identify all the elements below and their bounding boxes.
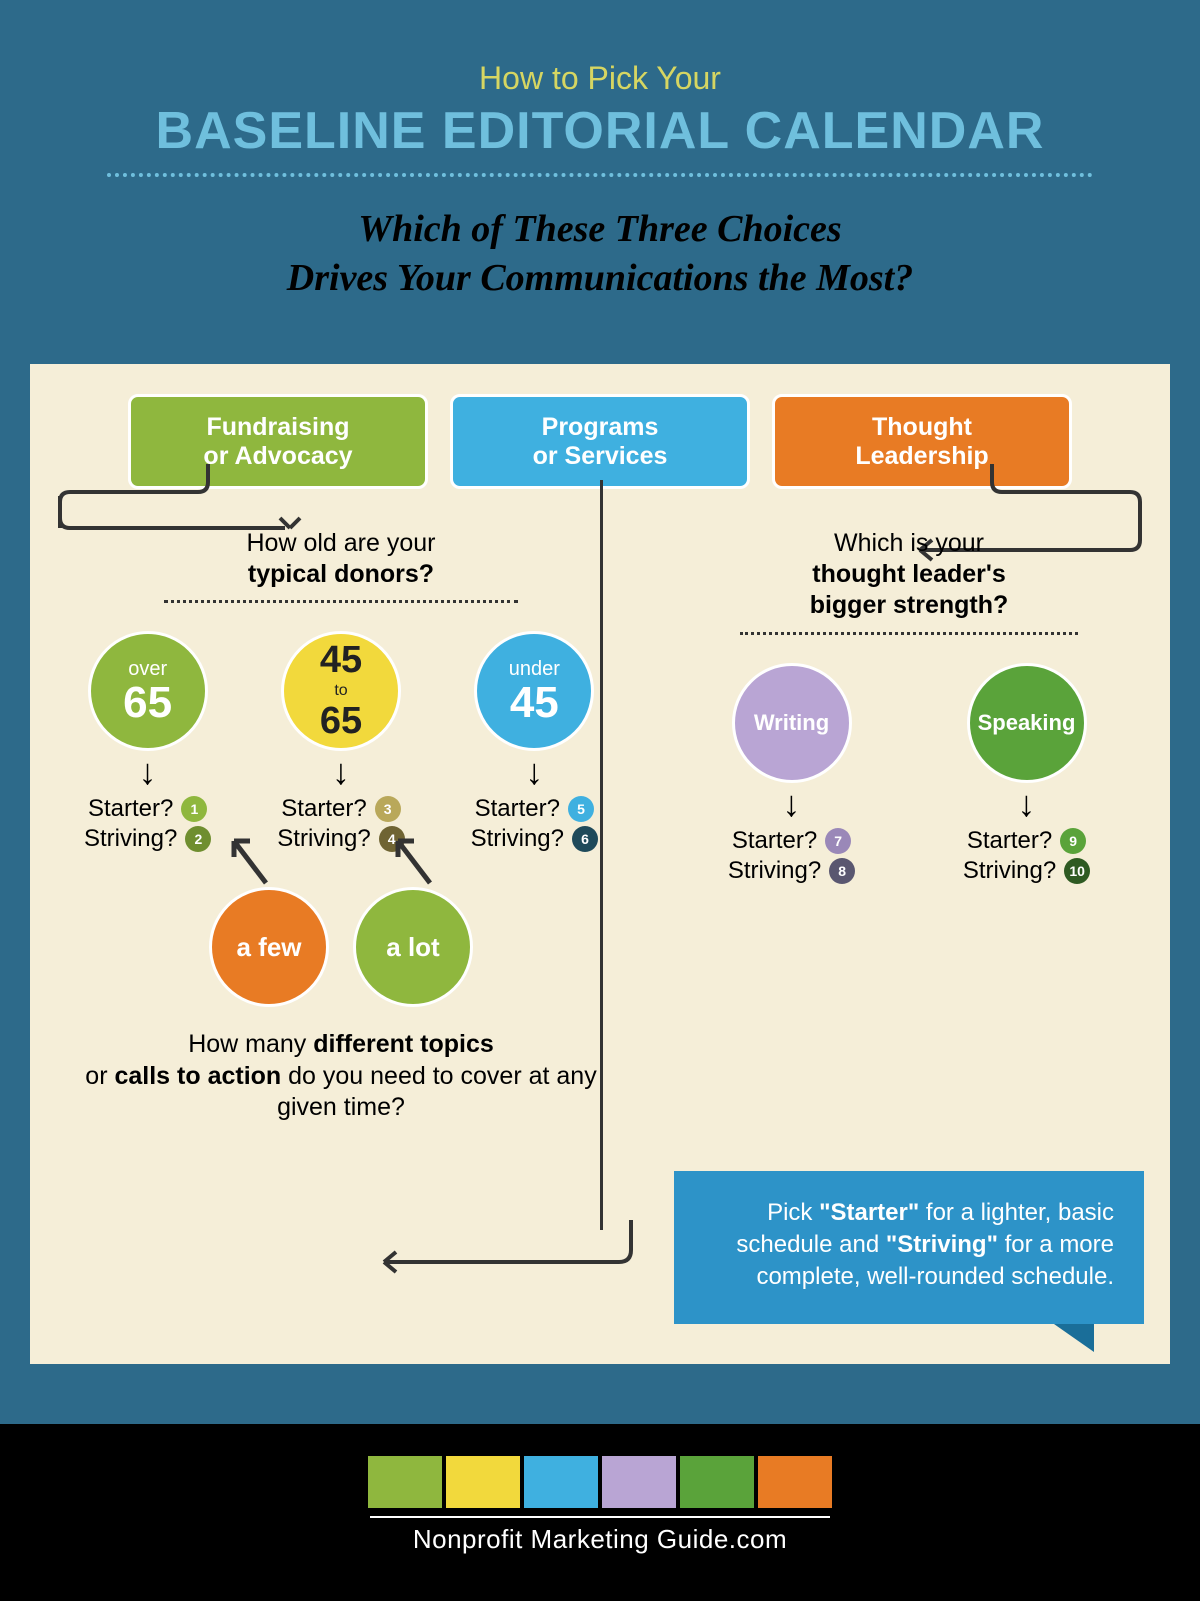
arrow-down-icon: ↓ bbox=[139, 751, 157, 793]
arrow-alot bbox=[390, 833, 450, 893]
result-badge: 8 bbox=[829, 858, 855, 884]
result-badge: 3 bbox=[375, 796, 401, 822]
left-panel: How old are your typical donors? over65↓… bbox=[56, 494, 626, 1123]
result-row: Starter?3 bbox=[277, 795, 404, 823]
result-row: Starter?1 bbox=[84, 795, 211, 823]
footer-square bbox=[680, 1456, 754, 1508]
age-circle-2: under45 bbox=[474, 631, 594, 751]
result-row: Striving?2 bbox=[84, 825, 211, 853]
header-subtitle: Which of These Three Choices Drives Your… bbox=[40, 205, 1160, 304]
header-divider bbox=[107, 173, 1093, 177]
footer-square bbox=[524, 1456, 598, 1508]
right-panel: Which is your thought leader's bigger st… bbox=[674, 494, 1144, 887]
right-question: Which is your thought leader's bigger st… bbox=[674, 528, 1144, 622]
tip-fold bbox=[1054, 1324, 1094, 1352]
result-row: Striving?8 bbox=[728, 857, 855, 885]
result-badge: 10 bbox=[1064, 858, 1090, 884]
right-dotted bbox=[740, 632, 1078, 635]
header-title: BASELINE EDITORIAL CALENDAR bbox=[40, 101, 1160, 161]
result-badge: 5 bbox=[568, 796, 594, 822]
choice-box-1: Programsor Services bbox=[450, 394, 750, 490]
footer-square bbox=[446, 1456, 520, 1508]
arrow-down-icon: ↓ bbox=[525, 751, 543, 793]
age-circle-0: over65 bbox=[88, 631, 208, 751]
arrow-down-icon: ↓ bbox=[1018, 783, 1036, 825]
flowchart-body: Fundraisingor AdvocacyProgramsor Service… bbox=[30, 364, 1170, 1364]
center-divider-hook bbox=[366, 1220, 636, 1280]
arrow-afew bbox=[226, 833, 286, 893]
arrow-down-icon: ↓ bbox=[783, 783, 801, 825]
result-badge: 2 bbox=[185, 826, 211, 852]
arrow-down-icon: ↓ bbox=[332, 751, 350, 793]
result-row: Striving?10 bbox=[963, 857, 1090, 885]
bottom-question: How many different topics or calls to ac… bbox=[56, 1029, 626, 1123]
footer-squares bbox=[0, 1456, 1200, 1508]
tl-circle-0: Writing bbox=[732, 663, 852, 783]
footer-square bbox=[758, 1456, 832, 1508]
result-row: Striving?4 bbox=[277, 825, 404, 853]
tl-col-0: Writing↓Starter?7Striving?8 bbox=[679, 663, 905, 887]
footer-text: Nonprofit Marketing Guide.com bbox=[370, 1516, 830, 1555]
tl-circle-1: Speaking bbox=[967, 663, 1087, 783]
footer-square bbox=[368, 1456, 442, 1508]
age-col-0: over65↓Starter?1Striving?2 bbox=[56, 631, 239, 855]
left-dotted bbox=[164, 600, 517, 603]
left-question: How old are your typical donors? bbox=[56, 528, 626, 591]
topic-circle-1: a lot bbox=[353, 887, 473, 1007]
result-row: Starter?9 bbox=[963, 827, 1090, 855]
result-badge: 6 bbox=[572, 826, 598, 852]
topic-circle-0: a few bbox=[209, 887, 329, 1007]
tip-box: Pick "Starter" for a lighter, basic sche… bbox=[674, 1171, 1144, 1324]
age-circle-1: 45to65 bbox=[281, 631, 401, 751]
result-row: Starter?5 bbox=[471, 795, 598, 823]
age-col-2: under45↓Starter?5Striving?6 bbox=[443, 631, 626, 855]
header-pretitle: How to Pick Your bbox=[40, 60, 1160, 97]
result-row: Starter?7 bbox=[728, 827, 855, 855]
footer-square bbox=[602, 1456, 676, 1508]
header: How to Pick Your BASELINE EDITORIAL CALE… bbox=[0, 0, 1200, 344]
result-badge: 1 bbox=[181, 796, 207, 822]
result-row: Striving?6 bbox=[471, 825, 598, 853]
result-badge: 7 bbox=[825, 828, 851, 854]
tl-col-1: Speaking↓Starter?9Striving?10 bbox=[914, 663, 1140, 887]
footer: Nonprofit Marketing Guide.com bbox=[0, 1424, 1200, 1601]
result-badge: 9 bbox=[1060, 828, 1086, 854]
age-col-1: 45to65↓Starter?3Striving?4 bbox=[249, 631, 432, 855]
